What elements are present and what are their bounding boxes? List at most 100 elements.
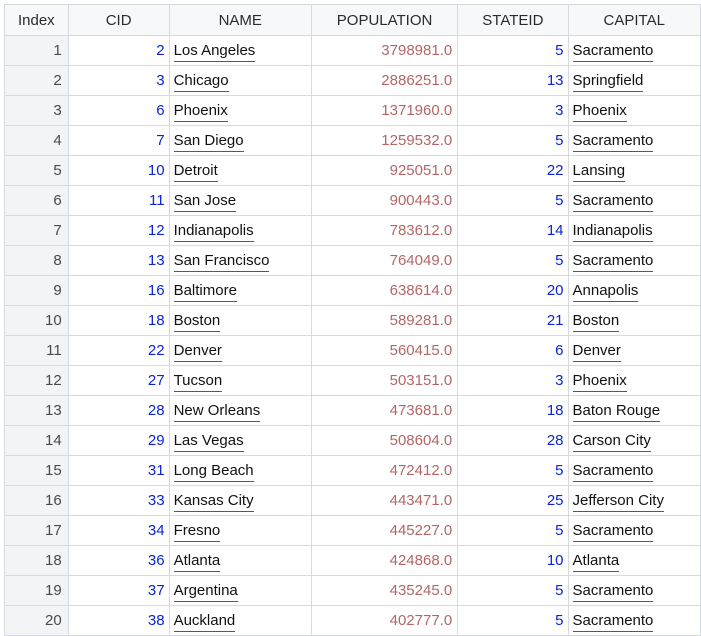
cid-cell[interactable]: 13 (67, 245, 170, 276)
table-row[interactable]: 13 28 New Orleans 473681.0 18 Baton Rouge (4, 395, 701, 426)
capital-cell[interactable]: Atlanta (567, 545, 701, 576)
population-cell[interactable]: 443471.0 (310, 485, 459, 516)
population-cell[interactable]: 900443.0 (310, 185, 459, 216)
capital-cell[interactable]: Sacramento (567, 35, 701, 66)
table-row[interactable]: 17 34 Fresno 445227.0 5 Sacramento (4, 515, 701, 546)
name-link[interactable]: Las Vegas (173, 432, 244, 452)
name-link[interactable]: Argentina (173, 582, 238, 602)
name-cell[interactable]: Long Beach (168, 455, 312, 486)
column-header-stateid[interactable]: STATEID (457, 4, 569, 36)
name-link[interactable]: Detroit (173, 162, 218, 182)
cid-cell[interactable]: 11 (67, 185, 170, 216)
capital-link[interactable]: Springfield (572, 72, 644, 92)
capital-link[interactable]: Sacramento (572, 462, 654, 482)
name-cell[interactable]: Denver (168, 335, 312, 366)
capital-cell[interactable]: Lansing (567, 155, 701, 186)
stateid-cell[interactable]: 6 (457, 335, 569, 366)
cid-cell[interactable]: 22 (67, 335, 170, 366)
population-cell[interactable]: 2886251.0 (310, 65, 459, 96)
population-cell[interactable]: 1371960.0 (310, 95, 459, 126)
capital-cell[interactable]: Sacramento (567, 455, 701, 486)
capital-cell[interactable]: Sacramento (567, 185, 701, 216)
stateid-cell[interactable]: 5 (457, 245, 569, 276)
population-cell[interactable]: 445227.0 (310, 515, 459, 546)
cid-cell[interactable]: 3 (67, 65, 170, 96)
name-link[interactable]: Long Beach (173, 462, 254, 482)
name-cell[interactable]: Argentina (168, 575, 312, 606)
population-cell[interactable]: 589281.0 (310, 305, 459, 336)
name-link[interactable]: Fresno (173, 522, 221, 542)
capital-cell[interactable]: Indianapolis (567, 215, 701, 246)
name-cell[interactable]: Las Vegas (168, 425, 312, 456)
capital-link[interactable]: Indianapolis (572, 222, 653, 242)
capital-link[interactable]: Sacramento (572, 42, 654, 62)
stateid-cell[interactable]: 5 (457, 455, 569, 486)
table-row[interactable]: 2 3 Chicago 2886251.0 13 Springfield (4, 65, 701, 96)
capital-cell[interactable]: Carson City (567, 425, 701, 456)
name-link[interactable]: New Orleans (173, 402, 261, 422)
column-header-index[interactable]: Index (4, 4, 69, 36)
cid-cell[interactable]: 2 (67, 35, 170, 66)
stateid-cell[interactable]: 13 (457, 65, 569, 96)
stateid-cell[interactable]: 3 (457, 365, 569, 396)
capital-link[interactable]: Carson City (572, 432, 651, 452)
table-row[interactable]: 9 16 Baltimore 638614.0 20 Annapolis (4, 275, 701, 306)
name-cell[interactable]: Kansas City (168, 485, 312, 516)
population-cell[interactable]: 783612.0 (310, 215, 459, 246)
cid-cell[interactable]: 38 (67, 605, 170, 636)
table-row[interactable]: 19 37 Argentina 435245.0 5 Sacramento (4, 575, 701, 606)
population-cell[interactable]: 560415.0 (310, 335, 459, 366)
name-cell[interactable]: Indianapolis (168, 215, 312, 246)
capital-cell[interactable]: Phoenix (567, 365, 701, 396)
capital-link[interactable]: Sacramento (572, 192, 654, 212)
population-cell[interactable]: 3798981.0 (310, 35, 459, 66)
population-cell[interactable]: 473681.0 (310, 395, 459, 426)
capital-link[interactable]: Lansing (572, 162, 626, 182)
name-cell[interactable]: New Orleans (168, 395, 312, 426)
table-row[interactable]: 4 7 San Diego 1259532.0 5 Sacramento (4, 125, 701, 156)
name-link[interactable]: Chicago (173, 72, 229, 92)
table-row[interactable]: 16 33 Kansas City 443471.0 25 Jefferson City (4, 485, 701, 516)
name-cell[interactable]: Tucson (168, 365, 312, 396)
name-cell[interactable]: Phoenix (168, 95, 312, 126)
capital-link[interactable]: Sacramento (572, 612, 654, 632)
column-header-population[interactable]: POPULATION (310, 4, 459, 36)
name-link[interactable]: Auckland (173, 612, 236, 632)
name-cell[interactable]: Fresno (168, 515, 312, 546)
cid-cell[interactable]: 36 (67, 545, 170, 576)
table-row[interactable]: 15 31 Long Beach 472412.0 5 Sacramento (4, 455, 701, 486)
capital-cell[interactable]: Sacramento (567, 245, 701, 276)
name-link[interactable]: Baltimore (173, 282, 237, 302)
stateid-cell[interactable]: 22 (457, 155, 569, 186)
name-cell[interactable]: Los Angeles (168, 35, 312, 66)
name-link[interactable]: Indianapolis (173, 222, 254, 242)
table-row[interactable]: 5 10 Detroit 925051.0 22 Lansing (4, 155, 701, 186)
stateid-cell[interactable]: 28 (457, 425, 569, 456)
cid-cell[interactable]: 31 (67, 455, 170, 486)
column-header-cid[interactable]: CID (67, 4, 170, 36)
stateid-cell[interactable]: 20 (457, 275, 569, 306)
population-cell[interactable]: 472412.0 (310, 455, 459, 486)
table-row[interactable]: 1 2 Los Angeles 3798981.0 5 Sacramento (4, 35, 701, 66)
cid-cell[interactable]: 28 (67, 395, 170, 426)
capital-link[interactable]: Baton Rouge (572, 402, 661, 422)
table-row[interactable]: 3 6 Phoenix 1371960.0 3 Phoenix (4, 95, 701, 126)
name-link[interactable]: Tucson (173, 372, 223, 392)
stateid-cell[interactable]: 5 (457, 125, 569, 156)
table-row[interactable]: 12 27 Tucson 503151.0 3 Phoenix (4, 365, 701, 396)
name-link[interactable]: San Francisco (173, 252, 270, 272)
stateid-cell[interactable]: 5 (457, 185, 569, 216)
column-header-name[interactable]: NAME (168, 4, 312, 36)
name-link[interactable]: Boston (173, 312, 221, 332)
cid-cell[interactable]: 16 (67, 275, 170, 306)
name-link[interactable]: San Diego (173, 132, 244, 152)
name-link[interactable]: Phoenix (173, 102, 228, 122)
capital-cell[interactable]: Springfield (567, 65, 701, 96)
population-cell[interactable]: 424868.0 (310, 545, 459, 576)
cid-cell[interactable]: 33 (67, 485, 170, 516)
capital-cell[interactable]: Denver (567, 335, 701, 366)
stateid-cell[interactable]: 14 (457, 215, 569, 246)
cid-cell[interactable]: 10 (67, 155, 170, 186)
capital-link[interactable]: Annapolis (572, 282, 639, 302)
name-link[interactable]: Los Angeles (173, 42, 256, 62)
